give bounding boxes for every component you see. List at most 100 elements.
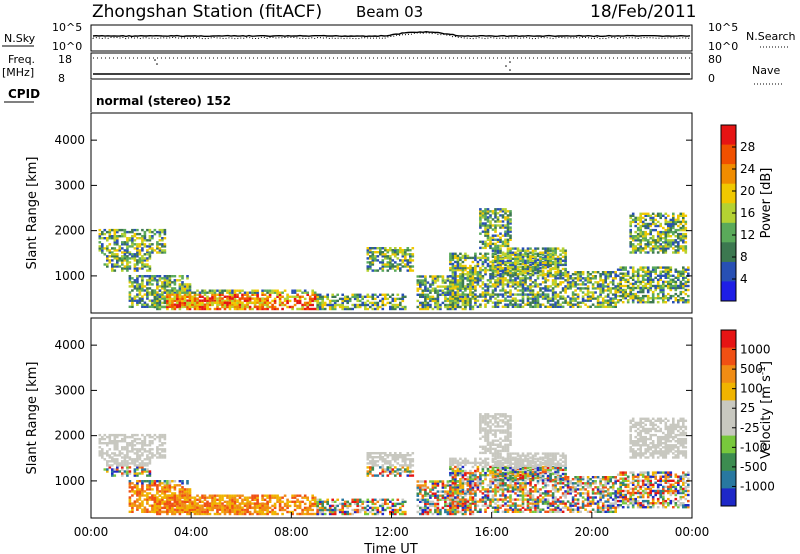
- power-cell-1032: [231, 297, 234, 300]
- velocity-cell-1121: [333, 508, 337, 512]
- power-cell-1417: [419, 275, 422, 278]
- power-cell-2438: [486, 212, 490, 215]
- power-cell-1629: [466, 287, 470, 290]
- power-cell-2905: [569, 305, 572, 308]
- power-cell-661: [188, 291, 192, 294]
- velocity-cell-434: [161, 498, 164, 501]
- velocity-cell-1150: [348, 504, 352, 508]
- power-cell-3634: [662, 249, 665, 252]
- velocity-cell-855: [263, 504, 267, 508]
- velocity-cell-603: [168, 500, 172, 503]
- velocity-cell-208: [113, 468, 117, 471]
- velocity-cell-98: [131, 433, 134, 437]
- velocity-cell-778: [233, 502, 237, 506]
- power-cell-1334: [391, 259, 395, 262]
- power-cell-1207: [379, 293, 382, 296]
- power-cell-2837: [554, 305, 557, 308]
- velocity-cell-322: [133, 484, 137, 487]
- power-cell-1027: [228, 305, 232, 308]
- power-cell-2289: [536, 252, 540, 255]
- power-cell-2941: [576, 303, 580, 306]
- power-cell-3433: [682, 284, 685, 288]
- velocity-cell-497: [173, 486, 177, 489]
- power-cell-2359: [549, 275, 552, 278]
- power-cell-2034: [501, 266, 505, 270]
- power-cell-1058: [253, 305, 257, 308]
- power-cell-3053: [601, 297, 605, 300]
- power-cell-1215: [384, 297, 387, 301]
- power-cell-2906: [569, 303, 572, 306]
- power-cell-2767: [546, 247, 550, 250]
- power-cell-1899: [484, 305, 487, 308]
- power-cell-2914: [569, 277, 572, 280]
- power-cell-3410: [677, 286, 680, 290]
- power-cell-2421: [484, 214, 487, 217]
- power-cell-1069: [261, 305, 264, 308]
- velocity-cell-688: [201, 512, 204, 516]
- power-cell-227: [121, 257, 124, 260]
- velocity-cell-728: [213, 494, 217, 497]
- power-cell-3107: [611, 283, 615, 286]
- power-cell-310: [131, 297, 134, 300]
- power-cell-336: [138, 301, 142, 304]
- power-cell-2112: [514, 287, 517, 290]
- power-cell-1820: [469, 256, 472, 260]
- power-cell-2499: [499, 208, 502, 211]
- power-cell-287: [146, 257, 149, 260]
- power-cell-730: [216, 299, 219, 303]
- velocity-cell-476: [168, 484, 172, 487]
- power-cell-3054: [601, 291, 605, 294]
- velocity-cell-527: [181, 490, 184, 493]
- velocity-cell-292: [148, 462, 152, 465]
- power-cell-1: [98, 247, 102, 250]
- power-cell-106: [136, 249, 139, 252]
- velocity-cell-1064: [256, 504, 259, 507]
- power-cell-3322: [656, 284, 660, 288]
- power-cell-2275: [536, 299, 540, 302]
- power-cell-623: [176, 297, 179, 301]
- power-cell-278: [143, 265, 147, 268]
- power-cell-3: [98, 241, 102, 244]
- power-cell-2727: [536, 261, 540, 265]
- velocity-cell-551: [186, 480, 189, 483]
- power-cell-2830: [564, 261, 567, 265]
- power-cell-23: [106, 239, 109, 242]
- velocity-cell-103: [133, 437, 137, 441]
- power-cell-1345: [394, 247, 397, 250]
- power-cell-2842: [554, 293, 557, 296]
- power-cell-1409: [419, 301, 422, 305]
- power-cell-3749: [682, 224, 685, 228]
- power-cell-1225: [391, 307, 395, 311]
- velocity-cell-182: [163, 454, 167, 457]
- velocity-cell-279: [143, 468, 147, 471]
- power-cell-1783: [464, 277, 467, 280]
- power-cell-628: [178, 307, 182, 311]
- power-cell-171: [158, 230, 162, 234]
- velocity-cell-744: [221, 496, 224, 499]
- power-cell-2732: [539, 261, 542, 265]
- power-cell-1464: [429, 283, 432, 286]
- power-cell-1064: [256, 299, 259, 302]
- velocity-cell-559: [188, 494, 192, 497]
- power-cell-83: [126, 239, 129, 242]
- velocity-cell-209: [113, 462, 117, 465]
- power-cell-2371: [551, 297, 555, 300]
- power-cell-1140: [343, 299, 347, 303]
- power-cell-2540: [506, 210, 510, 213]
- velocity-cell-825: [251, 496, 254, 499]
- power-cell-1523: [444, 295, 447, 298]
- power-cell-3249: [641, 286, 645, 290]
- power-cell-2957: [579, 283, 582, 286]
- velocity-cell-102: [133, 440, 137, 443]
- power-cell-2440: [486, 208, 490, 211]
- power-cell-595: [166, 301, 169, 305]
- velocity-cell-164: [158, 456, 162, 459]
- power-cell-1090: [318, 297, 322, 301]
- velocity-cell-482: [171, 498, 174, 501]
- power-cell-3458: [687, 278, 690, 281]
- power-cell-3584: [651, 247, 655, 250]
- power-cell-883: [273, 297, 277, 301]
- power-cell-1726: [454, 252, 457, 255]
- velocity-cell-1133: [341, 508, 344, 512]
- power-cell-300: [128, 291, 132, 294]
